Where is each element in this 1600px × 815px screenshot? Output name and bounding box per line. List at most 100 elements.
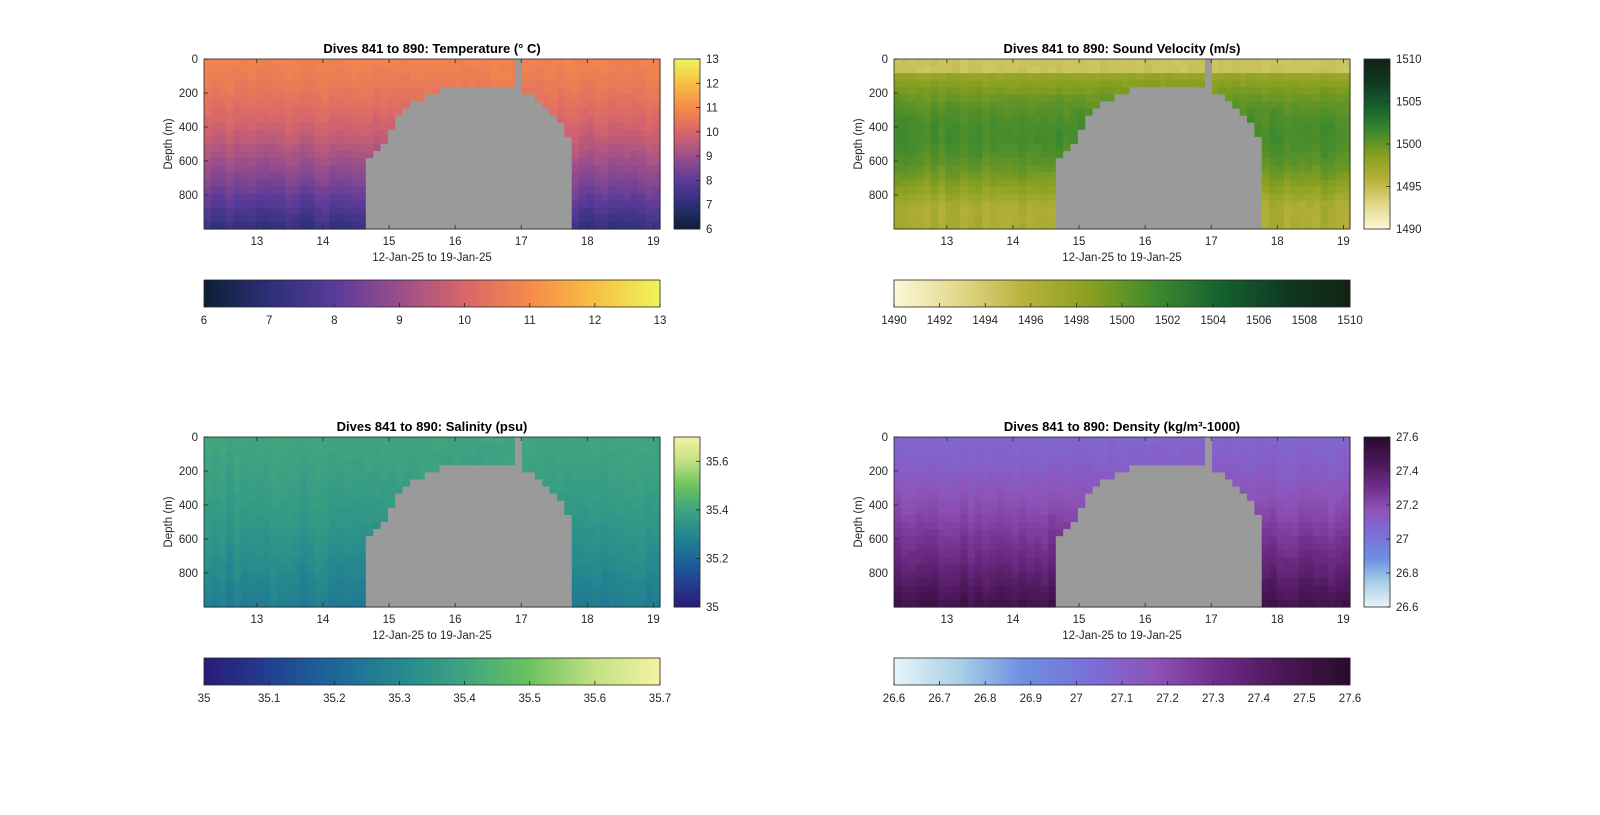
heatmap-cell bbox=[1092, 214, 1101, 223]
heatmap-cell bbox=[542, 172, 551, 181]
heatmap-cell bbox=[630, 214, 639, 223]
heatmap-cell bbox=[1261, 115, 1270, 124]
heatmap-cell bbox=[498, 571, 507, 580]
colorbar-segment bbox=[1364, 186, 1390, 190]
heatmap-cell bbox=[476, 486, 485, 495]
heatmap-cell bbox=[226, 151, 235, 159]
heatmap-cell bbox=[439, 500, 448, 509]
heatmap-cell bbox=[483, 59, 492, 67]
heatmap-cell bbox=[571, 186, 580, 195]
temperature-chart-svg: Dives 841 to 890: Temperature (° C)13 14 1… bbox=[163, 41, 719, 327]
heatmap-cell bbox=[982, 186, 991, 195]
heatmap-cell bbox=[505, 536, 514, 544]
colorbar-segment bbox=[1053, 280, 1058, 307]
heatmap-cell bbox=[520, 129, 529, 138]
heatmap-cell bbox=[262, 599, 271, 608]
heatmap-cell bbox=[417, 144, 426, 152]
heatmap-cell bbox=[1158, 200, 1167, 209]
colorbar-segment bbox=[674, 190, 700, 194]
heatmap-cell bbox=[476, 522, 485, 530]
colorbar-segment bbox=[674, 216, 700, 219]
heatmap-cell bbox=[608, 507, 617, 516]
heatmap-cell bbox=[916, 144, 925, 152]
x-axis-label: 12-Jan-25 to 19-Jan-25 bbox=[1062, 252, 1182, 264]
heatmap-cell bbox=[365, 514, 374, 523]
heatmap-cell bbox=[1144, 87, 1153, 96]
heatmap-cell bbox=[483, 122, 492, 131]
heatmap-cell bbox=[284, 507, 293, 516]
heatmap-cell bbox=[233, 158, 242, 166]
colorbar-segment bbox=[234, 280, 239, 307]
heatmap-cell bbox=[498, 136, 507, 145]
colorbar-segment bbox=[674, 220, 700, 224]
heatmap-cell bbox=[424, 451, 433, 459]
heatmap-cell bbox=[1269, 158, 1278, 166]
heatmap-cell bbox=[365, 437, 374, 445]
vertical-colorbar-tick-label: 1495 bbox=[1396, 182, 1422, 194]
heatmap-cell bbox=[579, 472, 588, 481]
heatmap-cell bbox=[512, 472, 521, 481]
heatmap-cell bbox=[417, 437, 426, 445]
heatmap-cell bbox=[1114, 165, 1123, 173]
heatmap-cell bbox=[1195, 59, 1204, 67]
heatmap-cell bbox=[901, 129, 910, 138]
heatmap-cell bbox=[908, 66, 917, 74]
heatmap-cell bbox=[542, 186, 551, 195]
heatmap-cell bbox=[1055, 136, 1064, 145]
heatmap-cell bbox=[1151, 101, 1160, 110]
heatmap-cell bbox=[637, 214, 646, 223]
heatmap-cell bbox=[1026, 151, 1035, 159]
heatmap-cell bbox=[527, 578, 536, 587]
heatmap-cell bbox=[365, 66, 374, 74]
heatmap-cell bbox=[402, 465, 411, 474]
heatmap-cell bbox=[1107, 144, 1116, 152]
heatmap-cell bbox=[1254, 73, 1263, 81]
heatmap-cell bbox=[343, 214, 352, 223]
heatmap-cell bbox=[527, 479, 536, 488]
heatmap-cell bbox=[1077, 172, 1086, 181]
heatmap-cell bbox=[586, 486, 595, 495]
heatmap-cell bbox=[248, 179, 257, 188]
heatmap-cell bbox=[1107, 158, 1116, 166]
heatmap-cell bbox=[446, 172, 455, 181]
heatmap-cell bbox=[1180, 193, 1189, 202]
heatmap-cell bbox=[645, 207, 654, 216]
heatmap-cell bbox=[446, 592, 455, 601]
heatmap-cell bbox=[409, 550, 418, 559]
heatmap-cell bbox=[226, 172, 235, 181]
heatmap-cell bbox=[608, 144, 617, 152]
heatmap-cell bbox=[248, 564, 257, 573]
heatmap-cell bbox=[534, 585, 543, 594]
heatmap-cell bbox=[1033, 165, 1042, 173]
heatmap-cell bbox=[461, 214, 470, 223]
heatmap-cell bbox=[549, 59, 558, 67]
heatmap-cell bbox=[1195, 129, 1204, 138]
heatmap-cell bbox=[1158, 172, 1167, 181]
heatmap-cell bbox=[233, 165, 242, 173]
heatmap-cell bbox=[1129, 144, 1138, 152]
heatmap-cell bbox=[461, 486, 470, 495]
heatmap-cell bbox=[1298, 158, 1307, 166]
heatmap-cell bbox=[586, 207, 595, 216]
heatmap-cell bbox=[321, 179, 330, 188]
heatmap-cell bbox=[1129, 129, 1138, 138]
heatmap-cell bbox=[1173, 115, 1182, 124]
heatmap-cell bbox=[930, 122, 939, 131]
colorbar-segment bbox=[1019, 280, 1024, 307]
heatmap-cell bbox=[424, 115, 433, 124]
heatmap-cell bbox=[1335, 122, 1344, 131]
heatmap-cell bbox=[623, 200, 632, 209]
heatmap-cell bbox=[373, 592, 382, 601]
heatmap-cell bbox=[306, 592, 315, 601]
heatmap-cell bbox=[409, 144, 418, 152]
heatmap-cell bbox=[490, 122, 499, 131]
heatmap-cell bbox=[248, 486, 257, 495]
heatmap-cell bbox=[402, 479, 411, 488]
heatmap-cell bbox=[409, 578, 418, 587]
heatmap-cell bbox=[1144, 108, 1153, 117]
colorbar-segment bbox=[466, 280, 471, 307]
heatmap-cell bbox=[615, 221, 624, 230]
heatmap-cell bbox=[365, 73, 374, 81]
heatmap-cell bbox=[1217, 59, 1226, 67]
heatmap-cell bbox=[1269, 122, 1278, 131]
